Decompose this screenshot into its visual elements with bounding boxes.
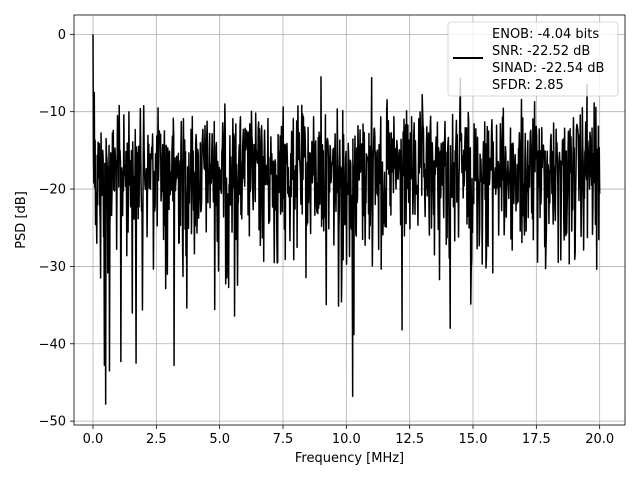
x-axis-label: Frequency [MHz] (295, 451, 404, 466)
legend-box (447, 21, 619, 97)
x-tick-label: 2.5 (146, 432, 167, 447)
y-tick-label: −50 (39, 415, 66, 430)
y-tick-label: −10 (39, 105, 66, 120)
x-tick-label: 12.5 (395, 432, 424, 447)
legend: ENOB: -4.04 bits SNR: -22.52 dB SINAD: -… (447, 21, 619, 97)
y-tick-label: −30 (39, 260, 66, 275)
y-tick-label: 0 (58, 28, 66, 43)
x-tick-label: 10.0 (332, 432, 361, 447)
legend-sinad: SINAD: -22.54 dB (492, 61, 604, 76)
y-tick-label: −40 (39, 337, 66, 352)
x-tick-label: 7.5 (273, 432, 294, 447)
x-tick-label: 5.0 (209, 432, 230, 447)
x-tick-label: 17.5 (522, 432, 551, 447)
plot-frame (73, 14, 626, 426)
x-tick-label: 20.0 (585, 432, 614, 447)
legend-enob: ENOB: -4.04 bits (492, 27, 599, 42)
y-axis-ticks: 0 −10 −20 −30 −40 −50 (39, 28, 74, 430)
series-layer (92, 34, 601, 405)
x-axis-ticks: 0.0 2.5 5.0 7.5 10.0 12.5 15.0 17.5 20.0 (83, 425, 614, 447)
psd-series-line (92, 34, 601, 405)
x-tick-label: 0.0 (83, 432, 104, 447)
legend-snr: SNR: -22.52 dB (492, 44, 590, 59)
x-tick-label: 15.0 (459, 432, 488, 447)
legend-sfdr: SFDR: 2.85 (492, 78, 564, 93)
y-tick-label: −20 (39, 183, 66, 198)
y-axis-label: PSD [dB] (14, 191, 29, 249)
